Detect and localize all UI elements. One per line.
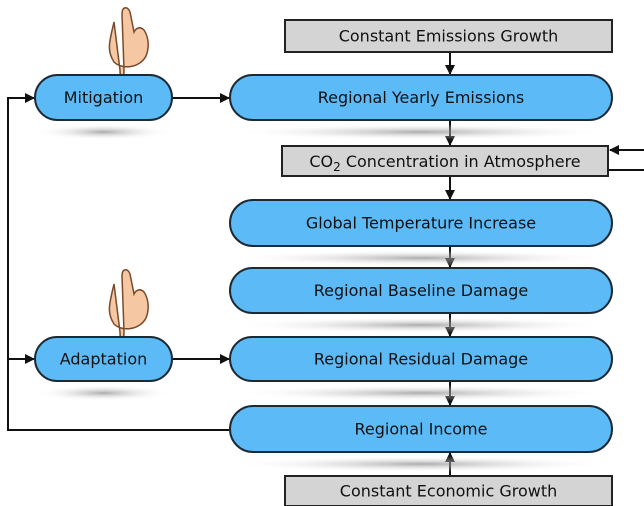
label-part: CO xyxy=(309,152,333,171)
hands xyxy=(109,8,148,340)
diagram: Constant Emissions Growth Regional Yearly… xyxy=(0,0,644,506)
node-label: Regional Residual Damage xyxy=(314,350,528,369)
nodes: Constant Emissions Growth Regional Yearly… xyxy=(35,20,612,506)
shadow xyxy=(230,317,612,333)
node-label: CO2 Concentration in Atmosphere xyxy=(309,152,580,174)
shadow xyxy=(35,124,172,140)
subscript: 2 xyxy=(333,160,341,174)
node-label: Adaptation xyxy=(60,350,148,369)
hand-icon xyxy=(109,8,148,78)
shadow xyxy=(230,124,612,140)
node-label: Global Temperature Increase xyxy=(306,214,536,233)
node-label: Mitigation xyxy=(64,88,144,107)
node-label: Regional Baseline Damage xyxy=(314,281,529,300)
shadow xyxy=(35,385,172,401)
shadow xyxy=(230,456,612,472)
hand-icon xyxy=(109,270,148,340)
node-label: Regional Yearly Emissions xyxy=(318,88,525,107)
node-label: Constant Emissions Growth xyxy=(339,27,559,46)
node-label: Regional Income xyxy=(355,420,488,439)
shadow xyxy=(230,250,612,266)
label-part: Concentration in Atmosphere xyxy=(341,152,581,171)
shadow xyxy=(230,385,612,401)
node-label: Constant Economic Growth xyxy=(340,482,557,501)
